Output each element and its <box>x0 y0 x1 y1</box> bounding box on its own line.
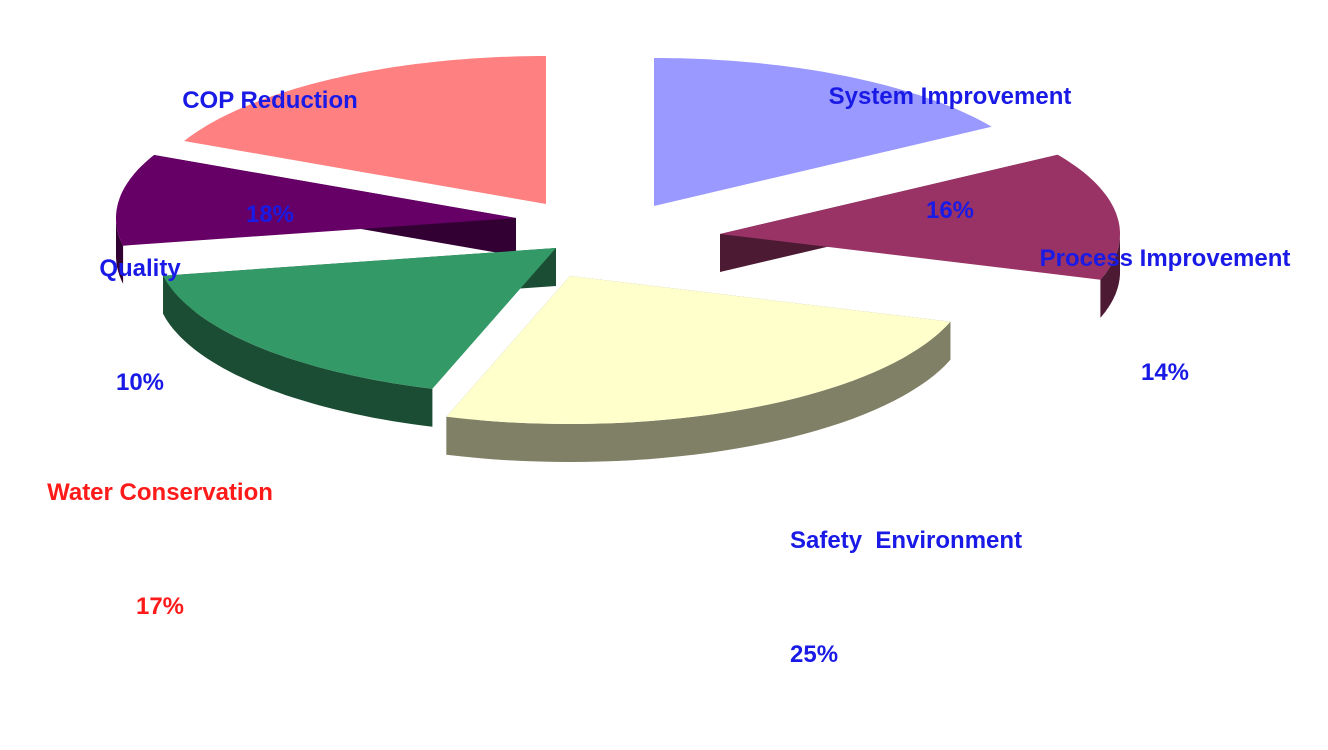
cop-reduction-label: COP Reduction 18% <box>130 6 410 310</box>
quality-label: Quality 10% <box>70 174 210 478</box>
system-improvement-name: System Improvement <box>828 83 1072 110</box>
process-improvement-percent: 14% <box>1140 359 1190 386</box>
quality-percent: 10% <box>115 369 165 396</box>
quality-name: Quality <box>99 255 181 282</box>
pie-slice-wall-water <box>163 275 433 427</box>
pie-slice-wall-process <box>1100 234 1120 318</box>
process-improvement-label: Process Improvement 14% <box>1010 164 1320 468</box>
water-conservation-name: Water Conservation <box>47 479 273 506</box>
pie-slice-water <box>163 248 556 389</box>
system-improvement-percent: 16% <box>925 197 975 224</box>
pie-slice-safety <box>446 276 951 424</box>
pie-slice-cop <box>184 56 546 204</box>
process-improvement-name: Process Improvement <box>1039 245 1291 272</box>
water-conservation-percent: 17% <box>135 593 185 620</box>
system-improvement-label: System Improvement 16% <box>790 2 1110 306</box>
cop-reduction-percent: 18% <box>245 201 295 228</box>
pie-chart: System Improvement 16% Process Improveme… <box>47 2 1320 668</box>
safety-environment-percent: 25% <box>790 641 839 668</box>
cop-reduction-name: COP Reduction <box>182 87 358 114</box>
pie-slice-wall-safety <box>446 321 951 462</box>
safety-environment-name: Safety Environment <box>790 527 1023 554</box>
safety-environment-label: Safety Environment 25% <box>790 446 1090 750</box>
pie-slice-process <box>720 154 1120 280</box>
pie-slice-system <box>654 58 992 206</box>
pie-chart-svg <box>116 56 1120 462</box>
pie-slice-quality <box>116 155 516 246</box>
pie-slice-wall-quality <box>116 218 124 284</box>
